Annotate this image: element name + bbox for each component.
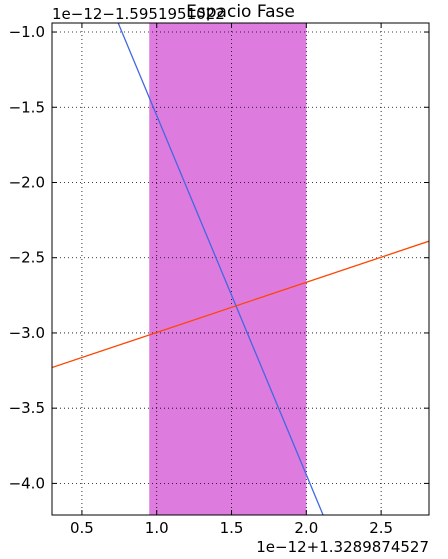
y-tick-label: −2.5 — [9, 249, 45, 267]
x-axis: 0.5 1.0 1.5 2.0 2.5 — [70, 23, 393, 537]
y-tick-label: −1.5 — [9, 98, 45, 116]
chart-marks — [52, 23, 429, 515]
y-tick-label: −3.0 — [9, 324, 45, 342]
y-tick-label: −4.0 — [9, 474, 45, 492]
y-tick-label: −3.5 — [9, 399, 45, 417]
x-tick-label: 2.5 — [369, 519, 393, 537]
x-tick-label: 0.5 — [70, 519, 94, 537]
chart-title: Espacio Fase — [186, 2, 295, 22]
x-tick-label: 1.0 — [145, 519, 169, 537]
x-offset-label: 1e−12+1.3289874527 — [256, 538, 429, 556]
y-offset-label: 1e−12−1.5951951022 — [52, 5, 225, 23]
y-tick-label: −1.0 — [9, 23, 45, 41]
series-line-2 — [52, 240, 429, 369]
y-tick-label: −2.0 — [9, 173, 45, 191]
highlight-span — [149, 23, 307, 515]
series-line-1 — [117, 23, 324, 515]
y-axis: −1.0 −1.5 −2.0 −2.5 −3.0 −3.5 −4.0 — [9, 23, 429, 492]
plot-frame — [51, 22, 430, 516]
x-tick-label: 2.0 — [294, 519, 318, 537]
x-tick-label: 1.5 — [220, 519, 244, 537]
